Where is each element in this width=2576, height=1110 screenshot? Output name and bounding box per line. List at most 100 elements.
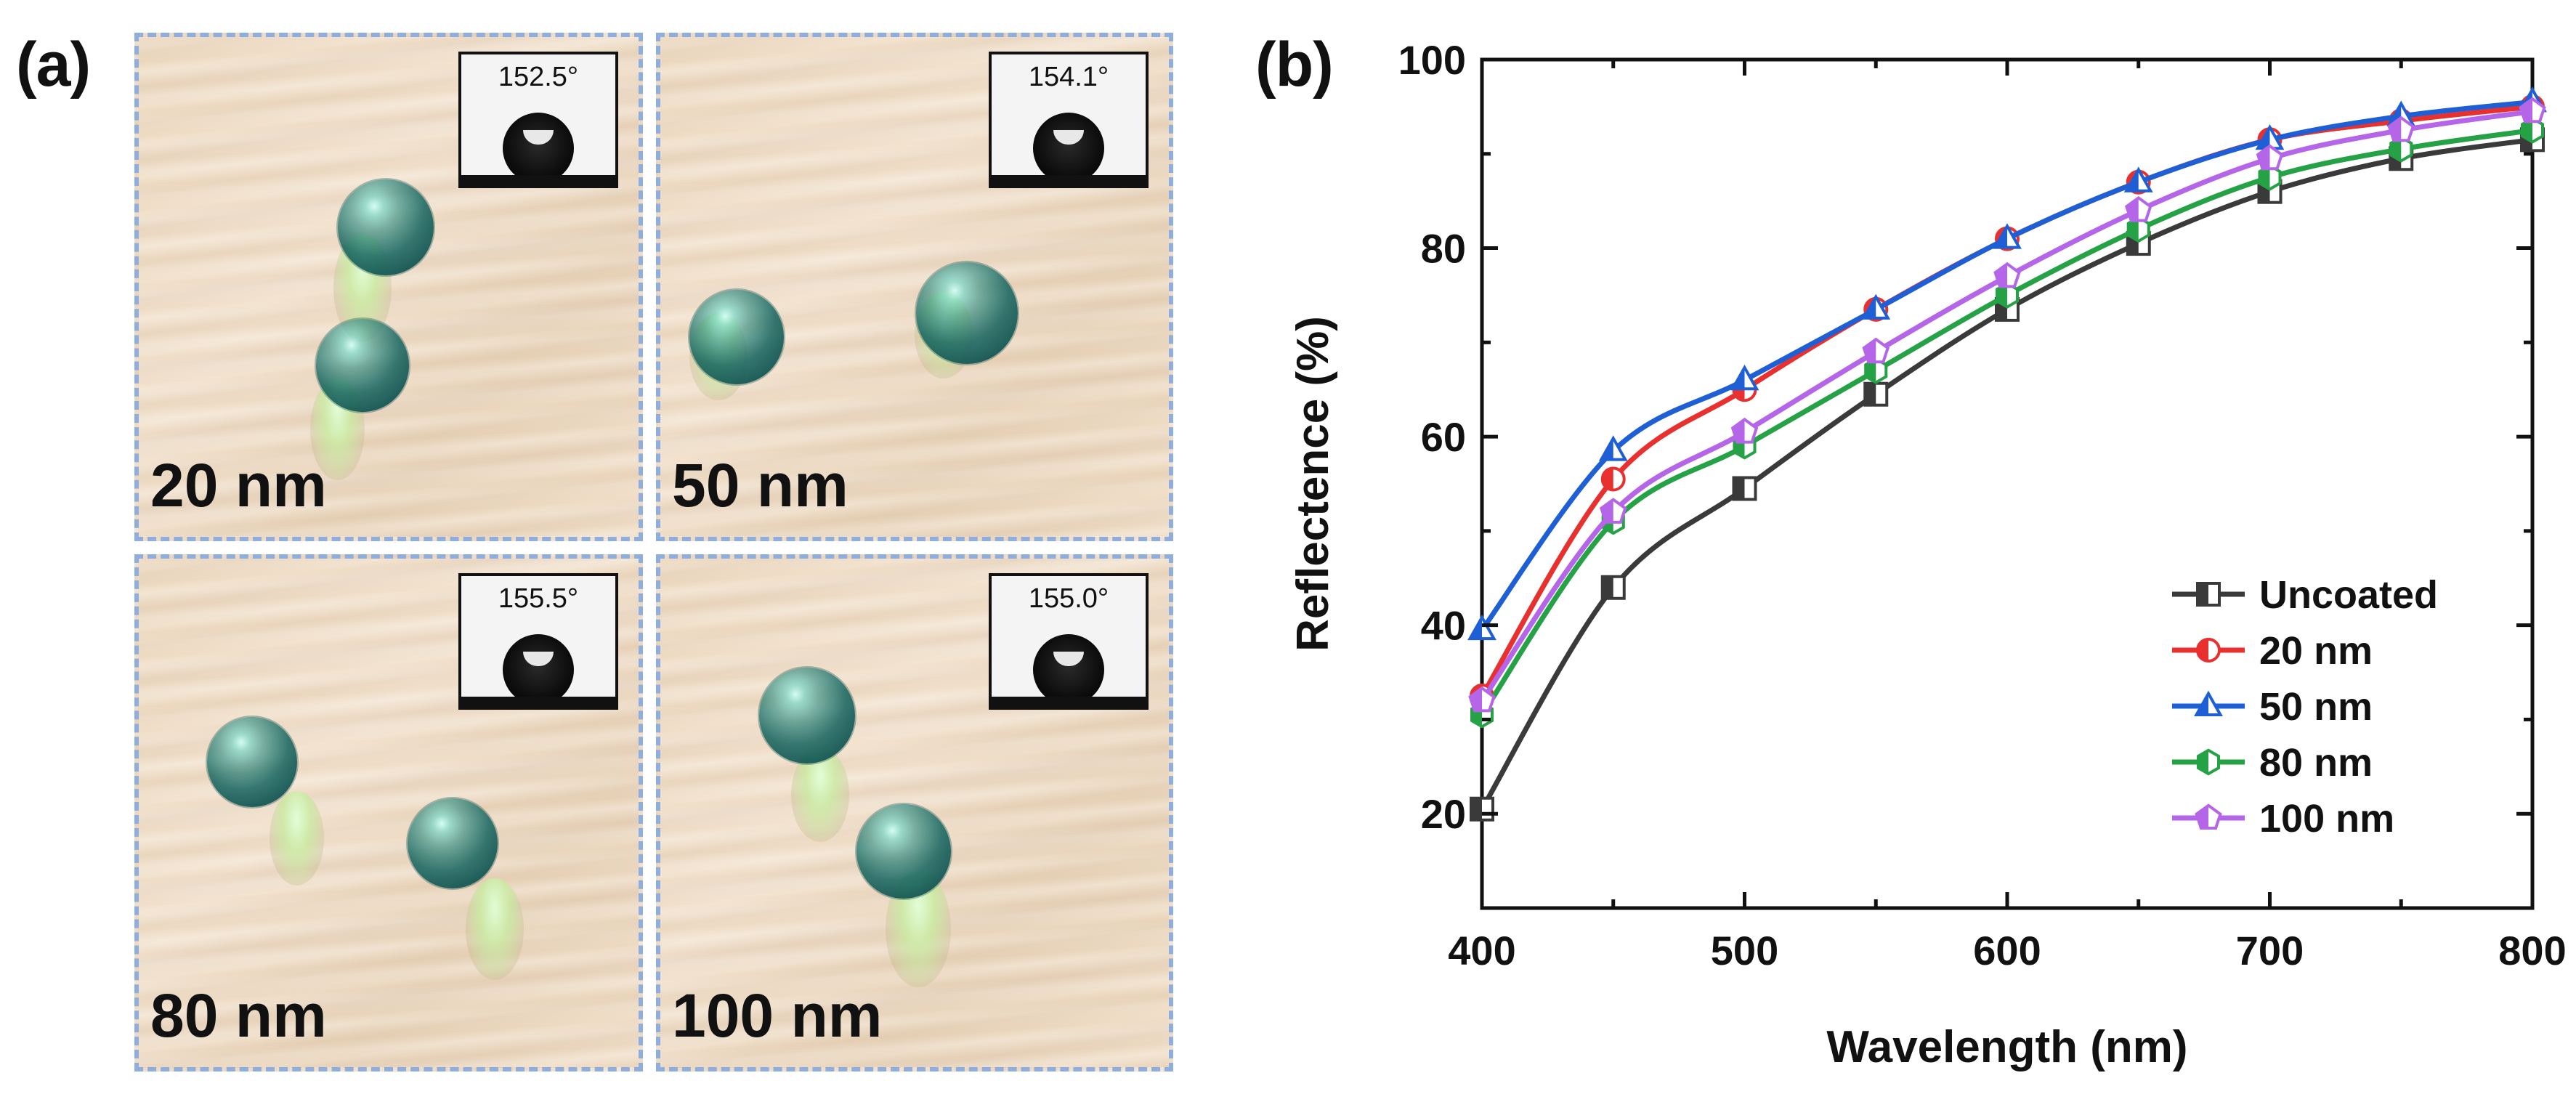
data-point [1993,262,2021,288]
legend-item: Uncoated [2172,573,2438,617]
data-point [1600,466,1626,492]
water-droplet [856,804,951,899]
data-point [2126,216,2150,243]
water-droplet [207,717,297,807]
legend-item: 50 nm [2172,685,2373,729]
substrate-line [992,697,1146,707]
thickness-label: 80 nm [150,981,327,1050]
data-point [2258,163,2282,191]
water-droplet [759,668,855,763]
y-tick-label: 40 [1421,603,1466,649]
substrate-line [992,175,1146,185]
data-point [2387,116,2415,142]
legend-item: 100 nm [2172,797,2394,840]
legend-marker [2195,803,2222,830]
panel-b-label: (b) [1255,30,1334,100]
series-uncoated [1470,127,2545,822]
legend-item: 20 nm [2172,629,2373,673]
series-line [1480,108,2533,702]
y-tick-label: 100 [1398,37,1466,83]
legend-label: Uncoated [2259,573,2438,617]
data-point [2389,135,2413,163]
water-droplet [338,179,434,275]
data-point [1863,381,1889,407]
data-point [2255,123,2285,150]
legend-item: 80 nm [2172,741,2373,785]
contact-angle-value: 152.5° [498,62,579,92]
data-point [1861,293,1891,320]
droplet-profile-icon [503,113,574,184]
data-point [1730,417,1759,444]
data-point [1732,476,1757,501]
data-point [1864,357,1888,384]
data-point [1600,575,1626,600]
contact-angle-value: 154.1° [1028,62,1109,92]
y-tick-label: 20 [1421,791,1466,837]
contact-angle-value: 155.5° [498,583,579,614]
data-point [1862,337,1890,364]
series-line [1480,99,2533,632]
thickness-label: 20 nm [150,451,327,519]
droplet-refraction [791,748,849,842]
droplet-profile-icon [503,634,574,705]
x-tick-label: 700 [2236,928,2304,973]
y-tick-label: 60 [1421,414,1466,460]
data-point [2123,166,2153,193]
droplet-profile-icon [1033,113,1104,184]
series-layer [1467,86,2547,822]
data-point [1468,686,1496,713]
series-80-nm [1470,116,2544,729]
y-axis-title: Reflectence (%) [1288,316,1338,652]
photo-100nm: 155.0° 100 nm [656,554,1173,1071]
legend-marker [2196,582,2221,607]
plot-frame [1480,57,2535,910]
photo-grid: 152.5° 20 nm 154.1° 50 nm 155.5° 80 nm [134,33,1175,1073]
tick-layer: 400 500 600 700 800 20 40 60 80 100 [1398,37,2567,973]
data-point [2256,144,2284,171]
contact-angle-inset: 155.0° [989,573,1149,710]
legend-label: 50 nm [2259,685,2373,729]
series-100-nm [1468,97,2546,713]
contact-angle-inset: 152.5° [458,52,618,188]
legend-label: 20 nm [2259,629,2373,673]
thickness-label: 50 nm [672,451,848,519]
x-tick-label: 600 [1973,928,2041,973]
data-point [1599,498,1627,524]
panel-a-label: (a) [16,30,91,100]
water-droplet [689,290,784,384]
series-50-nm [1467,86,2547,641]
legend-marker [2194,690,2223,716]
droplet-profile-icon [1033,634,1104,705]
x-tick-label: 800 [2498,928,2566,973]
legend-label: 100 nm [2259,797,2394,840]
plot-border [1480,57,2535,910]
legend: Uncoated 20 nm 50 nm 80 nm 100 nm [2172,573,2438,840]
droplet-refraction [270,791,324,886]
x-tick-label: 500 [1711,928,1778,973]
photo-50nm: 154.1° 50 nm [656,33,1173,541]
data-point [1730,364,1759,391]
substrate-line [461,697,615,707]
substrate-line [461,175,615,185]
data-point [1598,435,1628,461]
y-tick-label: 80 [1421,226,1466,272]
contact-angle-inset: 155.5° [458,573,618,710]
data-point [1470,796,1494,822]
series-line [1480,127,2533,716]
data-point [1993,223,2022,249]
data-point [2124,195,2152,222]
legend-marker [2197,748,2220,776]
data-point [2519,97,2546,123]
data-point [1467,614,1496,641]
legend-label: 80 nm [2259,741,2373,785]
x-axis-title: Wavelength (nm) [1826,1022,2187,1072]
water-droplet [316,319,409,412]
legend-marker [2196,638,2221,663]
photo-20nm: 152.5° 20 nm [134,33,643,541]
water-droplet [916,262,1018,364]
droplet-refraction [466,878,524,980]
thickness-label: 100 nm [672,981,883,1050]
contact-angle-inset: 154.1° [989,52,1149,188]
data-point [1996,281,2019,309]
